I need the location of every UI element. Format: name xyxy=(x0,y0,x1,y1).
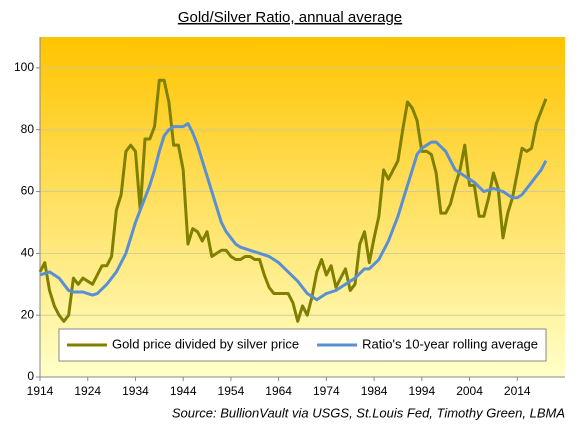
legend-label: Ratio's 10-year rolling average xyxy=(362,336,538,351)
x-tick-label: 1914 xyxy=(27,384,54,398)
x-tick-label: 2004 xyxy=(456,384,483,398)
x-tick-label: 1974 xyxy=(313,384,340,398)
x-tick-label: 1934 xyxy=(122,384,149,398)
x-tick-label: 1954 xyxy=(218,384,245,398)
y-tick-label: 60 xyxy=(21,184,35,198)
x-tick-label: 2014 xyxy=(504,384,531,398)
data-line xyxy=(38,78,548,323)
y-tick-label: 100 xyxy=(14,60,34,74)
x-tick-label: 1924 xyxy=(74,384,101,398)
y-tick-label: 80 xyxy=(21,122,35,136)
x-tick-label: 1984 xyxy=(361,384,388,398)
y-tick-label: 0 xyxy=(27,369,34,383)
data-line xyxy=(39,122,548,302)
x-tick-label: 1944 xyxy=(170,384,197,398)
y-tick-label: 20 xyxy=(21,307,35,321)
legend-label: Gold price divided by silver price xyxy=(112,336,299,351)
x-tick-label: 1964 xyxy=(265,384,292,398)
y-tick-label: 40 xyxy=(21,246,35,260)
legend-box xyxy=(58,328,547,362)
chart-title: Gold/Silver Ratio, annual average xyxy=(178,9,402,26)
source-note: Source: BullionVault via USGS, St.Louis … xyxy=(172,405,565,420)
legend: Gold price divided by silver price Ratio'… xyxy=(58,328,547,362)
x-tick-label: 1994 xyxy=(408,384,435,398)
